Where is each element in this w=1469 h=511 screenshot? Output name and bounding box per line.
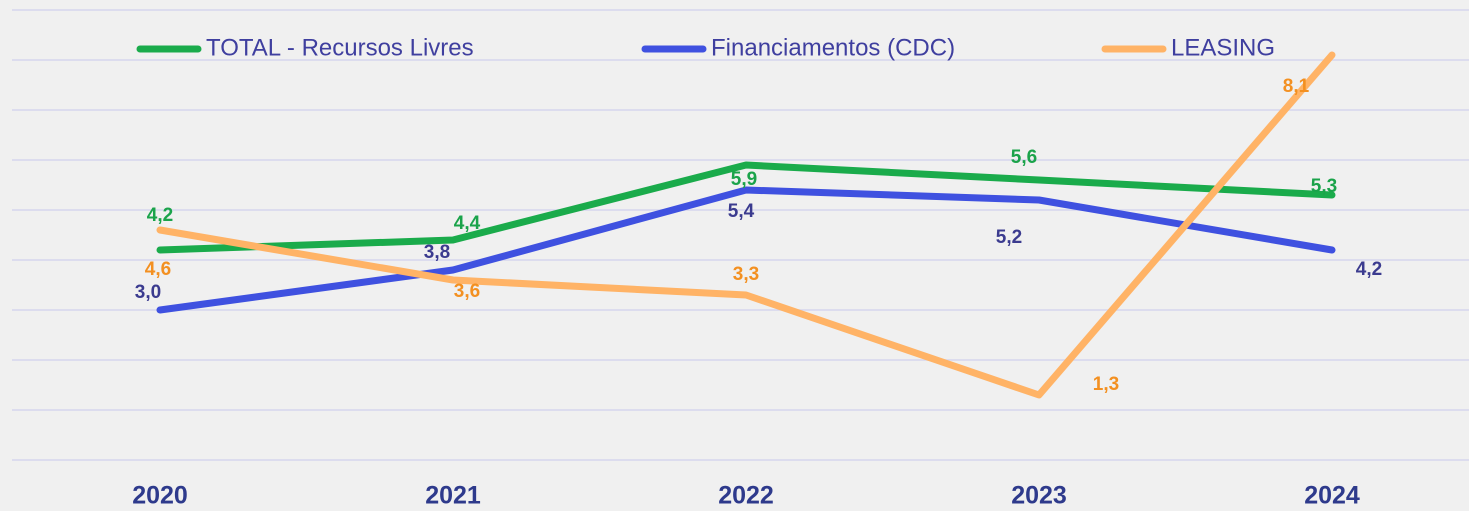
x-tick-label: 2023 [1011, 482, 1067, 510]
data-label: 3,8 [424, 242, 450, 263]
series-line [156, 186, 1336, 314]
data-label: 3,3 [733, 264, 759, 285]
legend-label: LEASING [1171, 34, 1275, 61]
x-tick-label: 2021 [425, 482, 481, 510]
data-label: 8,1 [1283, 76, 1310, 97]
x-tick-label: 2024 [1304, 482, 1360, 510]
series-line [156, 51, 1336, 399]
data-label: 5,4 [728, 201, 755, 222]
data-label: 4,4 [454, 213, 481, 234]
data-label: 5,6 [1011, 147, 1037, 168]
data-label: 4,2 [1356, 259, 1382, 280]
legend-label: TOTAL - Recursos Livres [206, 34, 474, 61]
data-label: 4,2 [147, 205, 173, 226]
data-label: 5,9 [731, 169, 757, 190]
x-tick-label: 2022 [718, 482, 774, 510]
data-label: 3,0 [135, 282, 161, 303]
data-label: 5,3 [1311, 176, 1337, 197]
data-label: 4,6 [145, 259, 171, 280]
x-tick-label: 2020 [132, 482, 188, 510]
data-label: 3,6 [454, 281, 480, 302]
series-line [156, 161, 1336, 254]
data-label: 5,2 [996, 227, 1022, 248]
legend-label: Financiamentos (CDC) [711, 34, 955, 61]
data-label: 1,3 [1093, 374, 1119, 395]
